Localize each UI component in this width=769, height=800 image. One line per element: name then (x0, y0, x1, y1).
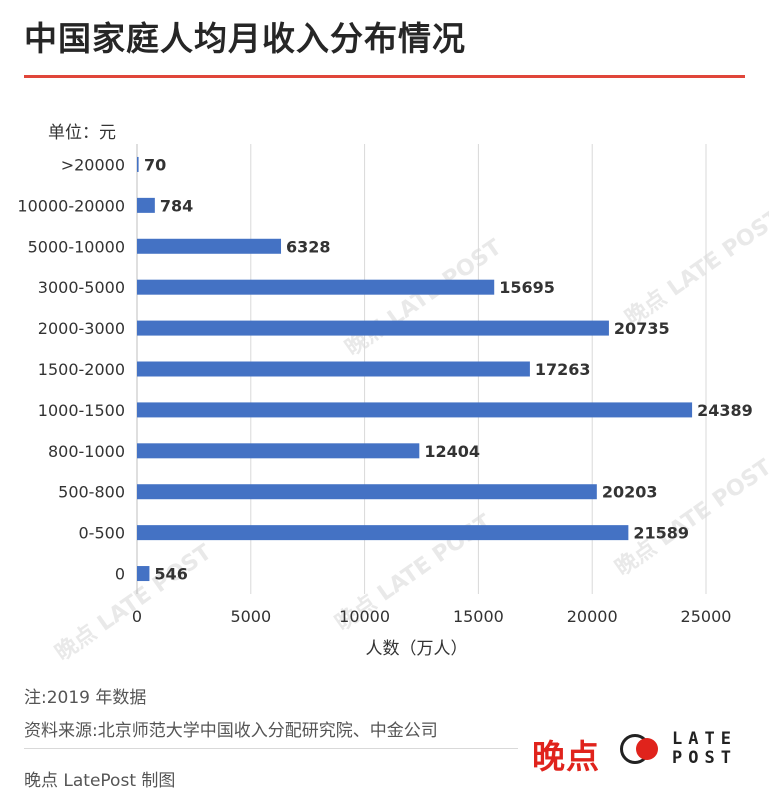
credit-text: 晚点 LatePost 制图 (24, 771, 176, 791)
x-tick-label: 20000 (567, 607, 618, 626)
category-label: 10000-20000 (17, 196, 125, 215)
category-label: 0-500 (79, 524, 126, 543)
bar (137, 443, 420, 459)
category-label: 5000-10000 (28, 237, 125, 256)
data-label: 70 (144, 155, 166, 174)
logo-wordmark-en: LATE POST (672, 729, 737, 768)
category-label: >20000 (61, 155, 125, 174)
bar (137, 197, 155, 213)
category-label: 800-1000 (48, 442, 125, 461)
data-label: 12404 (424, 442, 480, 461)
data-label: 784 (160, 196, 193, 215)
source-text: 资料来源:北京师范大学中国收入分配研究院、中金公司 (24, 721, 438, 741)
x-tick-label: 0 (132, 607, 142, 626)
category-label: 1500-2000 (38, 360, 125, 379)
x-tick-label: 10000 (339, 607, 390, 626)
data-label: 21589 (633, 524, 689, 543)
x-tick-label: 25000 (681, 607, 732, 626)
bar (137, 566, 150, 582)
x-tick-label: 15000 (453, 607, 504, 626)
bar (137, 484, 597, 500)
category-label: 500-800 (58, 483, 125, 502)
logo-wordmark-cn: 晚点 (532, 737, 600, 776)
x-tick-label: 5000 (230, 607, 271, 626)
category-label: 1000-1500 (38, 401, 125, 420)
data-label: 24389 (697, 401, 753, 420)
bar (137, 279, 495, 295)
data-label: 15695 (499, 278, 555, 297)
data-label: 546 (154, 565, 187, 584)
bar-chart: >20000 70 10000-20000 784 5000-10000 6328 3000… (17, 144, 753, 659)
footnote: 注:2019 年数据 (24, 688, 147, 708)
category-label: 3000-5000 (38, 278, 125, 297)
data-label: 17263 (535, 360, 591, 379)
data-label: 20735 (614, 319, 670, 338)
logo-dot-icon (636, 738, 658, 760)
bar (137, 320, 609, 336)
unit-label: 单位：元 (48, 123, 116, 143)
data-label: 20203 (602, 483, 658, 502)
bar (137, 156, 139, 172)
title-divider (24, 75, 745, 78)
data-label: 6328 (286, 237, 331, 256)
category-label: 0 (115, 565, 125, 584)
chart-title: 中国家庭人均月收入分布情况 (24, 19, 466, 58)
latepost-logo: 晚点 LATE POST (532, 728, 754, 778)
bar (137, 361, 530, 377)
category-label: 2000-3000 (38, 319, 125, 338)
bar (137, 238, 282, 254)
x-axis-label: 人数（万人） (366, 639, 468, 659)
footer-divider (24, 748, 518, 749)
bar (137, 402, 693, 418)
bar (137, 525, 629, 541)
